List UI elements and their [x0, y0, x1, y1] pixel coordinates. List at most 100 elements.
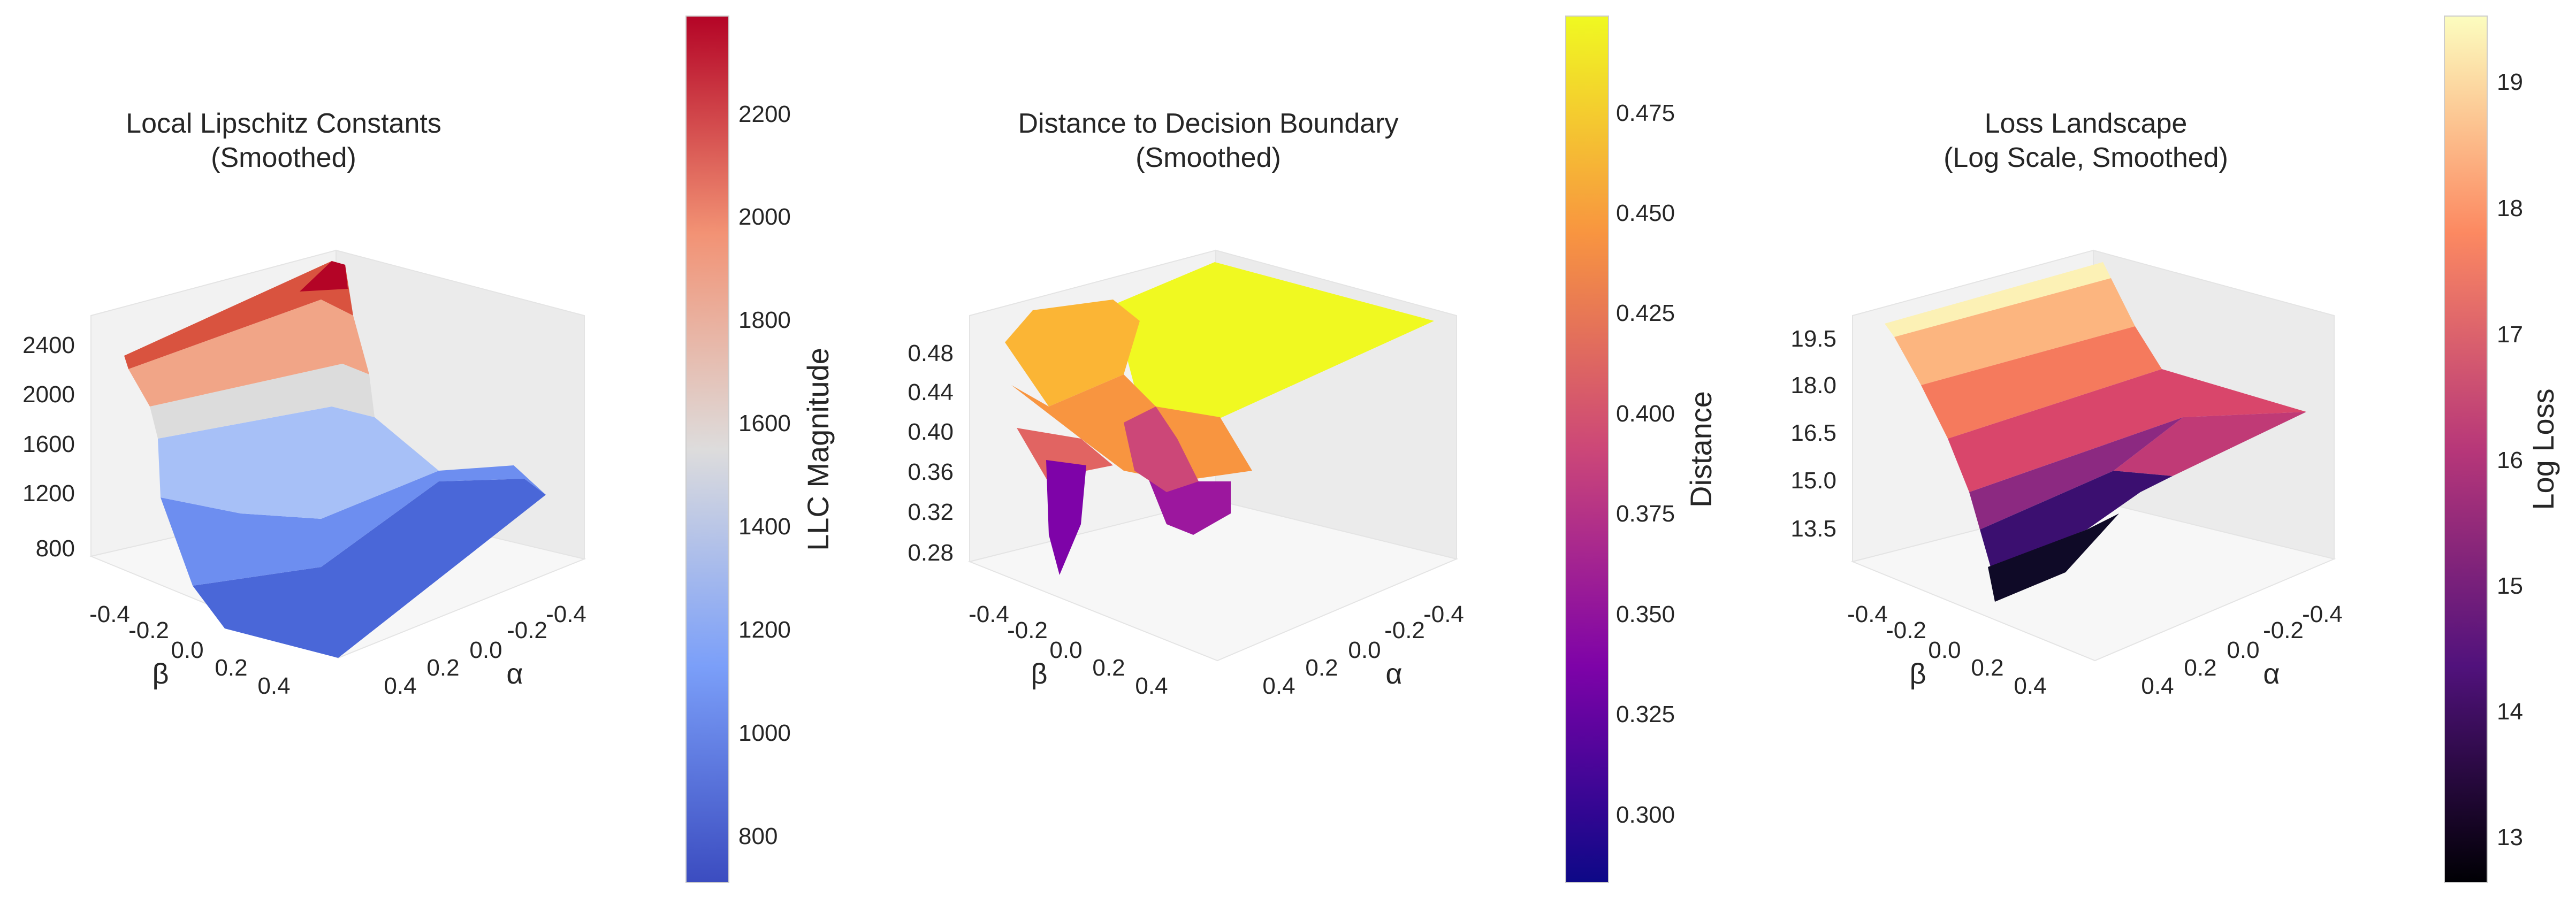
panel-distance-z-tick-0.48: 0.48	[908, 340, 954, 366]
panel-loss-cb-tick-14: 14	[2497, 699, 2523, 725]
panel-distance-colorbar-label: Distance	[1684, 391, 1718, 508]
panel-llc-xlabel: α	[506, 658, 523, 690]
panel-llc-ylabel: β	[152, 658, 169, 690]
panel-distance-z-tick-0.36: 0.36	[908, 459, 954, 485]
panel-distance-z-tick-0.40: 0.40	[908, 419, 954, 445]
panel-loss-surface-shelf	[2114, 412, 2306, 476]
panel-llc-colorbar-label: LLC Magnitude	[801, 348, 835, 551]
panel-distance-x-tick-0.4: 0.4	[1262, 673, 1295, 699]
panel-llc-x-tick-0.4: 0.4	[384, 673, 416, 699]
panel-distance-title-line1: Distance to Decision Boundary	[1018, 108, 1398, 139]
panel-loss-y-tick-neg0.4: -0.4	[1847, 601, 1888, 627]
panel-llc-colorbar	[685, 16, 729, 883]
panel-distance-cb-tick-0.450: 0.450	[1616, 200, 1675, 226]
panel-loss-surface-top	[1885, 262, 2111, 337]
panel-loss-surface-bottom	[1988, 513, 2119, 602]
panel-llc-z-tick-800: 800	[36, 535, 75, 562]
panel-llc-cb-tick-1200: 1200	[738, 617, 791, 643]
panel-loss-cb-tick-18: 18	[2497, 195, 2523, 221]
panel-distance-z-tick-0.28: 0.28	[908, 540, 954, 566]
panel-llc-surface-top	[124, 261, 353, 369]
panel-loss-z-tick-15.0: 15.0	[1790, 467, 1836, 494]
panel-llc-cb-tick-1600: 1600	[738, 410, 791, 436]
panel-distance-z-tick-0.44: 0.44	[908, 379, 954, 405]
panel-loss-cb-tick-16: 16	[2497, 447, 2523, 473]
panel-llc-title-line1: Local Lipschitz Constants	[126, 108, 441, 139]
panel-llc-title-line2: (Smoothed)	[211, 142, 356, 173]
panel-llc-cb-tick-800: 800	[738, 823, 778, 849]
panel-loss-surface-upper	[1894, 278, 2135, 385]
panel-distance: Distance to Decision Boundary (Smoothed)…	[908, 16, 1718, 883]
panel-distance-cb-tick-0.350: 0.350	[1616, 601, 1675, 627]
panel-distance-y-tick-neg0.2: -0.2	[1007, 617, 1048, 643]
panel-loss-y-tick-0.2: 0.2	[1971, 655, 2003, 681]
panel-loss-x-tick-neg0.4: -0.4	[2302, 601, 2343, 627]
panel-distance-z-tick-0.32: 0.32	[908, 499, 954, 525]
panel-distance-y-tick-0.4: 0.4	[1135, 673, 1168, 699]
panel-loss-x-tick-0.2: 0.2	[2184, 655, 2216, 681]
panel-llc-x-tick-0.2: 0.2	[426, 655, 459, 681]
panel-loss-surface-low	[1980, 471, 2173, 567]
panel-distance-x-tick-neg0.4: -0.4	[1423, 601, 1464, 627]
panel-loss-surface-mid-high	[1921, 326, 2162, 439]
panel-llc-surface-mid	[158, 407, 439, 519]
panel-loss-z-tick-13.5: 13.5	[1790, 516, 1836, 542]
panel-llc-surface-mid-low	[161, 465, 546, 586]
panel-distance-cb-tick-0.475: 0.475	[1616, 100, 1675, 126]
panel-loss-y-tick-0.4: 0.4	[2014, 673, 2046, 699]
panel-llc-x-tick-neg0.2: -0.2	[507, 617, 547, 643]
panel-llc-y-tick-0.4: 0.4	[257, 673, 290, 699]
panel-loss-surface-mid-low	[1969, 417, 2183, 530]
panel-loss-x-tick-0.4: 0.4	[2141, 673, 2174, 699]
panel-distance-cb-tick-0.425: 0.425	[1616, 300, 1675, 326]
panel-distance-y-tick-0.2: 0.2	[1092, 655, 1125, 681]
panel-loss-y-tick-0.0: 0.0	[1928, 637, 1961, 663]
panel-llc-y-tick-neg0.2: -0.2	[128, 617, 169, 643]
panel-loss-z-tick-18.0: 18.0	[1790, 372, 1836, 398]
panel-distance-surface-pit1	[1046, 460, 1086, 575]
panel-distance-colorbar	[1565, 16, 1609, 883]
panel-llc-z-tick-2400: 2400	[22, 332, 75, 358]
panel-llc: Local Lipschitz Constants (Smoothed) 240…	[22, 16, 835, 883]
panel-distance-xlabel: α	[1385, 658, 1402, 690]
panel-llc-surface-upper	[128, 300, 369, 407]
panel-loss-cb-tick-15: 15	[2497, 573, 2523, 599]
panel-distance-surface-pit2-wall	[1124, 407, 1199, 492]
panel-loss-x-tick-neg0.2: -0.2	[2263, 617, 2304, 643]
panel-llc-y-tick-0.2: 0.2	[215, 655, 247, 681]
panel-distance-x-tick-0.0: 0.0	[1348, 637, 1381, 663]
panel-llc-surface-mid-high	[150, 364, 375, 439]
panel-distance-x-tick-neg0.2: -0.2	[1384, 617, 1425, 643]
panel-loss-cb-tick-13: 13	[2497, 824, 2523, 850]
panel-loss-ylabel: β	[1909, 658, 1926, 690]
panel-loss-xlabel: α	[2263, 658, 2280, 690]
panel-llc-surface-peak	[300, 261, 348, 292]
panel-distance-cb-tick-0.325: 0.325	[1616, 701, 1675, 727]
panel-llc-y-tick-neg0.4: -0.4	[89, 601, 130, 627]
panel-distance-ylabel: β	[1031, 658, 1047, 690]
panel-llc-cb-tick-1800: 1800	[738, 307, 791, 333]
panel-loss-z-tick-19.5: 19.5	[1790, 326, 1836, 352]
panel-llc-z-tick-1600: 1600	[22, 431, 75, 457]
panel-loss-cb-tick-19: 19	[2497, 69, 2523, 95]
panel-loss-colorbar-label: Log Loss	[2526, 388, 2560, 510]
panel-llc-z-tick-2000: 2000	[22, 381, 75, 408]
panel-llc-x-tick-0.0: 0.0	[469, 637, 502, 663]
panel-distance-cb-tick-0.400: 0.400	[1616, 401, 1675, 427]
panel-loss-y-tick-neg0.2: -0.2	[1886, 617, 1926, 643]
panel-loss-cb-tick-17: 17	[2497, 321, 2523, 348]
panel-distance-title-line2: (Smoothed)	[1135, 142, 1281, 173]
panel-llc-surface-bottom-band	[193, 479, 546, 658]
panel-llc-cb-tick-2000: 2000	[738, 204, 791, 230]
panel-distance-surface-lower	[1017, 428, 1113, 492]
panel-loss-title-line2: (Log Scale, Smoothed)	[1944, 142, 2228, 173]
panel-loss-surface-mid	[1948, 369, 2306, 492]
panel-llc-y-tick-0.0: 0.0	[171, 637, 203, 663]
panel-distance-surface-plateau	[1113, 262, 1434, 428]
panel-llc-x-tick-neg0.4: -0.4	[546, 601, 586, 627]
panel-distance-surface-ridge	[1005, 300, 1140, 407]
panel-llc-z-tick-1200: 1200	[22, 480, 75, 507]
panel-distance-cb-tick-0.375: 0.375	[1616, 501, 1675, 527]
panel-distance-cb-tick-0.300: 0.300	[1616, 802, 1675, 828]
